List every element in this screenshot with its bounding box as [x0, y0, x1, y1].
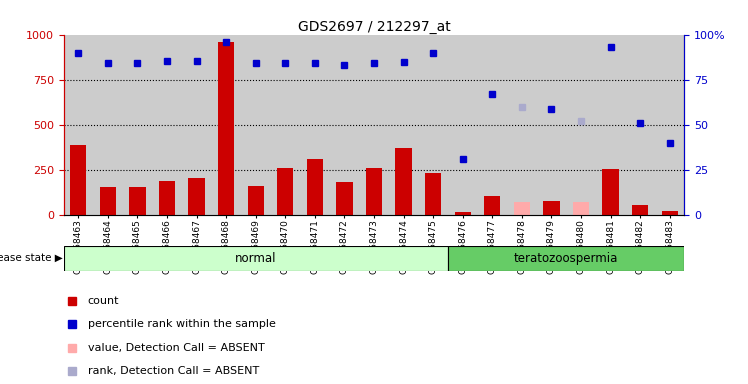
Bar	[99, 187, 116, 215]
Bar	[654, 35, 684, 215]
Bar	[271, 35, 300, 215]
Bar	[64, 246, 448, 271]
Bar	[307, 159, 323, 215]
Text: teratozoospermia: teratozoospermia	[514, 252, 619, 265]
Bar	[64, 35, 94, 215]
Bar	[448, 246, 684, 271]
Bar	[595, 35, 625, 215]
Bar	[514, 202, 530, 215]
Bar	[425, 173, 441, 215]
Bar	[396, 148, 411, 215]
Bar	[543, 200, 560, 215]
Bar	[300, 35, 330, 215]
Bar	[70, 145, 87, 215]
Text: count: count	[88, 296, 119, 306]
Bar	[182, 35, 212, 215]
Bar	[212, 35, 241, 215]
Bar	[573, 202, 589, 215]
Bar	[248, 186, 264, 215]
Bar	[241, 35, 271, 215]
Title: GDS2697 / 212297_at: GDS2697 / 212297_at	[298, 20, 450, 33]
Text: percentile rank within the sample: percentile rank within the sample	[88, 319, 276, 329]
Text: disease state ▶: disease state ▶	[0, 253, 62, 263]
Bar	[632, 205, 649, 215]
Bar	[359, 35, 389, 215]
Bar	[129, 187, 146, 215]
Text: rank, Detection Call = ABSENT: rank, Detection Call = ABSENT	[88, 366, 259, 376]
Bar	[389, 35, 418, 215]
Bar	[366, 168, 382, 215]
Bar	[661, 210, 678, 215]
Bar	[477, 35, 507, 215]
Bar	[536, 35, 566, 215]
Bar	[123, 35, 153, 215]
Bar	[159, 181, 175, 215]
Bar	[153, 35, 182, 215]
Bar	[330, 35, 359, 215]
Bar	[602, 169, 619, 215]
Bar	[448, 35, 477, 215]
Bar	[625, 35, 654, 215]
Bar	[418, 35, 448, 215]
Bar	[455, 212, 470, 215]
Bar	[566, 35, 595, 215]
Bar	[507, 35, 536, 215]
Bar	[94, 35, 123, 215]
Bar	[278, 168, 293, 215]
Bar	[337, 182, 352, 215]
Bar	[484, 196, 500, 215]
Bar	[218, 42, 234, 215]
Bar	[188, 178, 205, 215]
Text: normal: normal	[235, 252, 277, 265]
Text: value, Detection Call = ABSENT: value, Detection Call = ABSENT	[88, 343, 265, 353]
